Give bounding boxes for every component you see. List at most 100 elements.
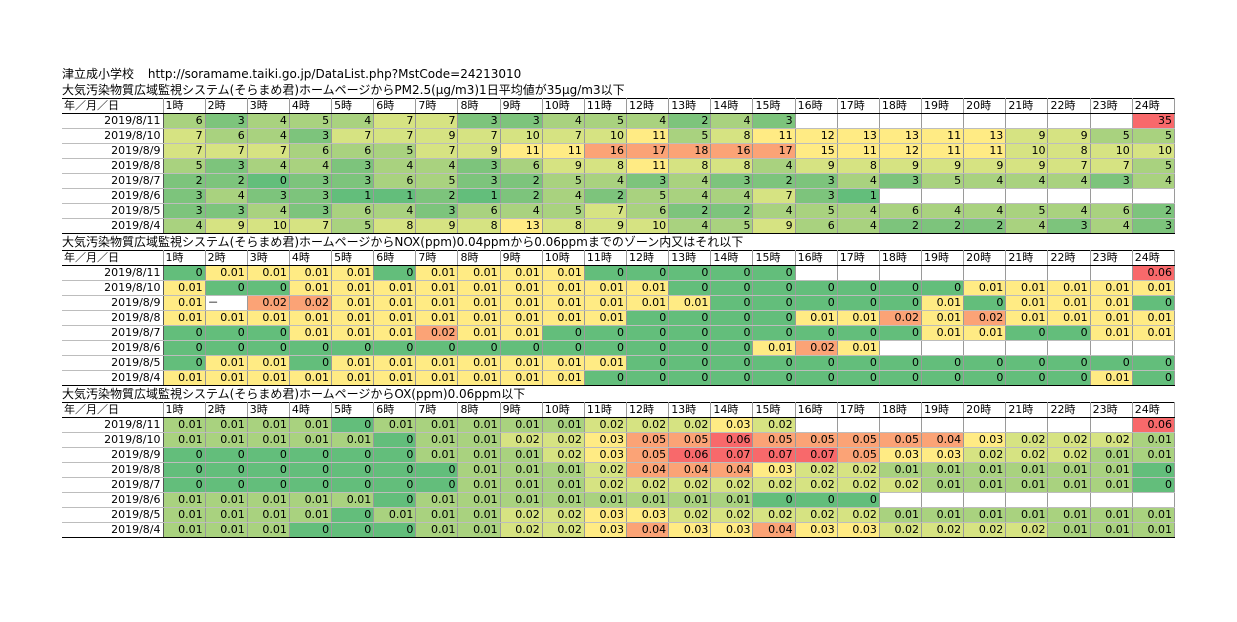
table-cell: 9 xyxy=(963,158,1007,174)
table-cell: 0 xyxy=(247,462,290,478)
table-cell: 6 xyxy=(205,128,248,144)
table-cell: 0.01 xyxy=(1005,310,1049,326)
table-cell: 0.01 xyxy=(331,295,375,311)
table-cell: 0.01 xyxy=(331,432,375,448)
table-cell: 0.02 xyxy=(795,462,838,478)
table-cell: 0.01 xyxy=(457,432,501,448)
table-cell: 4 xyxy=(500,203,543,219)
table-cell: 0 xyxy=(1132,355,1176,371)
table-cell: 0.03 xyxy=(795,522,838,538)
table-cell: 4 xyxy=(837,173,880,189)
table-cell: 4 xyxy=(542,113,585,129)
table-cell: 0 xyxy=(289,477,333,493)
hour-column-header: 22時 xyxy=(1047,98,1091,114)
table-cell: 9 xyxy=(879,158,923,174)
table-cell xyxy=(963,113,1007,129)
table-cell: 0.04 xyxy=(710,462,754,478)
table-cell: 0 xyxy=(668,370,712,386)
table-cell: 8 xyxy=(1047,143,1091,159)
table-cell: 0.01 xyxy=(457,265,501,281)
table-cell: 0.02 xyxy=(247,295,290,311)
table-cell: 2 xyxy=(163,173,206,189)
table-cell: 0.01 xyxy=(331,355,375,371)
table-cell: 3 xyxy=(163,188,206,204)
table-cell: 0.01 xyxy=(415,522,459,538)
table-cell: 0.02 xyxy=(710,507,754,523)
table-cell: 0.01 xyxy=(205,432,248,448)
table-cell: 0.02 xyxy=(584,477,628,493)
table-cell: 0.03 xyxy=(626,507,670,523)
section-title: 大気汚染物質広域監視システム(そらまめ君)ホームページからNOX(ppm)0.0… xyxy=(62,235,744,249)
table-cell: 0.01 xyxy=(247,265,290,281)
table-cell: 0.01 xyxy=(457,370,501,386)
row-date: 2019/8/9 xyxy=(62,143,164,159)
table-row: 2019/8/5 0.01 0.01 0.01 0.01 0 0.01 0.01 0.01 0.0… xyxy=(62,507,1176,523)
hour-column-header: 11時 xyxy=(584,98,628,114)
column-header-row: 年／月／日 1時 2時 3時 4時 5時 6時 7時 8時 9時 10時 11時 12時 13時 14時 15… xyxy=(62,98,1176,114)
table-cell: 3 xyxy=(1047,218,1091,234)
table-cell: 0.02 xyxy=(668,477,712,493)
table-row: 2019/8/11 0.01 0.01 0.01 0.01 0 0.01 0.01 0.01 0.… xyxy=(62,417,1176,433)
table-cell: 0 xyxy=(205,477,248,493)
table-cell: 3 xyxy=(415,203,459,219)
table-cell: 0 xyxy=(289,522,333,538)
table-cell: 0 xyxy=(331,477,375,493)
table-cell: 3 xyxy=(795,188,838,204)
table-cell: 11 xyxy=(626,158,670,174)
table-cell: 0.01 xyxy=(837,340,880,356)
table-cell: 2 xyxy=(668,113,712,129)
sections-container: 大気汚染物質広域監視システム(そらまめ君)ホームページからPM2.5(μg/m3… xyxy=(62,82,1177,538)
table-cell: 0 xyxy=(163,477,206,493)
table-cell: 0.05 xyxy=(752,432,796,448)
table-cell: 12 xyxy=(795,128,838,144)
table-cell: 0.03 xyxy=(963,432,1007,448)
table-cell: 5 xyxy=(584,113,628,129)
table-cell: 0.05 xyxy=(879,432,923,448)
table-row: 2019/8/7 2 2 0 3 3 6 5 3 2 5 4 3 4 3 2 3 4 3 5 4 4 4 3 4 xyxy=(62,173,1176,189)
table-cell: 9 xyxy=(415,218,459,234)
table-cell: 0 xyxy=(921,370,965,386)
table-cell: 11 xyxy=(921,143,965,159)
hour-column-header: 5時 xyxy=(331,250,375,266)
table-cell: 0.01 xyxy=(373,280,417,296)
table-cell: 5 xyxy=(1090,128,1133,144)
table-cell: 0.01 xyxy=(289,417,333,433)
table-cell: 0.02 xyxy=(1047,447,1091,463)
table-cell: 5 xyxy=(710,218,754,234)
table-cell: 0.01 xyxy=(247,432,290,448)
table-cell: 0.01 xyxy=(163,295,206,311)
table-row: 2019/8/9 7 7 7 6 6 5 7 9 11 11 16 17 18 16 17 15 11 12 11 11… xyxy=(62,143,1176,159)
table-cell: 0.02 xyxy=(542,507,585,523)
table-cell: 0.01 xyxy=(415,417,459,433)
table-cell: 6 xyxy=(331,143,375,159)
table-cell xyxy=(837,417,880,433)
table-cell: 10 xyxy=(626,218,670,234)
table-cell: 9 xyxy=(1047,128,1091,144)
table-cell: 0 xyxy=(331,417,375,433)
table-cell: 0.01 xyxy=(289,370,333,386)
table-cell: 3 xyxy=(457,173,501,189)
hour-column-header: 2時 xyxy=(205,250,248,266)
table-cell: 0 xyxy=(163,447,206,463)
hour-column-header: 19時 xyxy=(921,250,965,266)
table-cell: 8 xyxy=(373,218,417,234)
table-cell: 3 xyxy=(331,158,375,174)
table-cell xyxy=(1132,340,1176,356)
table-cell: 0 xyxy=(710,265,754,281)
table-cell: 0.01 xyxy=(1047,477,1091,493)
table-cell: 0 xyxy=(500,340,543,356)
table-cell: 7 xyxy=(373,113,417,129)
table-cell: 6 xyxy=(879,203,923,219)
table-cell xyxy=(837,265,880,281)
row-date: 2019/8/10 xyxy=(62,432,164,448)
table-cell: 0.01 xyxy=(1090,280,1133,296)
table-cell: 5 xyxy=(415,173,459,189)
table-cell: 0.01 xyxy=(921,477,965,493)
table-cell: 7 xyxy=(752,188,796,204)
table-cell: 0.01 xyxy=(163,310,206,326)
hour-column-header: 1時 xyxy=(163,250,206,266)
table-cell: 5 xyxy=(542,203,585,219)
table-cell: 10 xyxy=(584,128,628,144)
table-row: 2019/8/11 6 3 4 5 4 7 7 3 3 4 5 4 2 4 3 35 xyxy=(62,113,1176,129)
table-cell: 0.01 xyxy=(542,280,585,296)
